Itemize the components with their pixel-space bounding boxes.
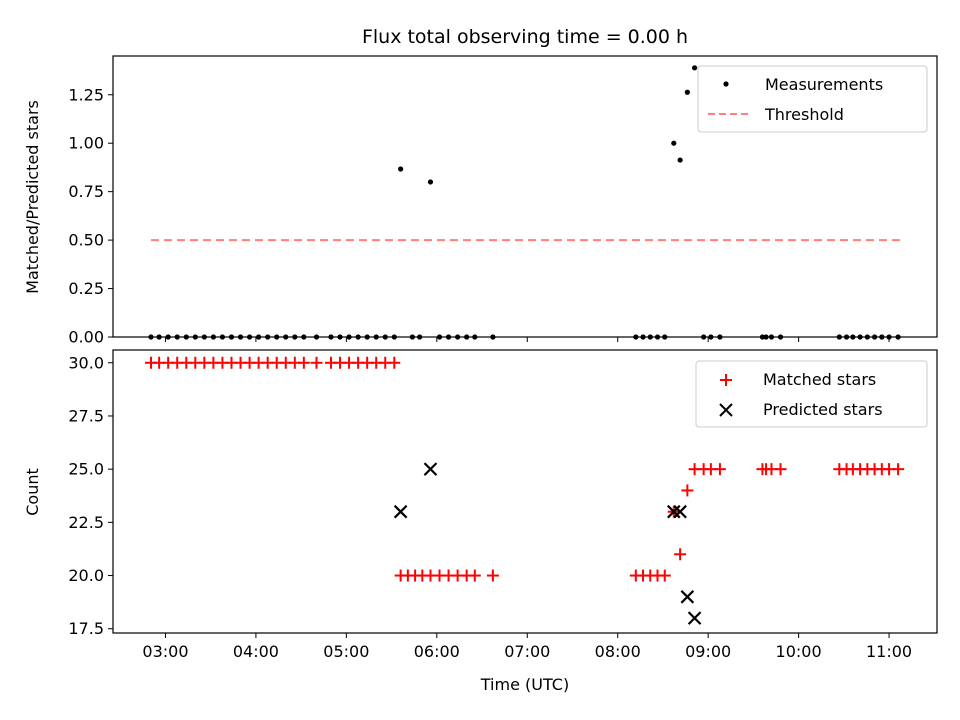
bottom-y-axis: 17.5 20.0 22.5 25.0 27.5 30.0: [68, 353, 113, 638]
bottom-y-tick-label: 30.0: [68, 353, 104, 372]
x-tick-label: 07:00: [504, 642, 550, 661]
top-legend: Measurements Threshold: [697, 65, 928, 133]
predicted-star-point: [667, 504, 681, 519]
legend-measurements-label: Measurements: [765, 75, 883, 94]
predicted-star-point: [680, 590, 695, 604]
predicted-star-stroke-b: [667, 504, 681, 519]
top-y-axis-label: Matched/Predicted stars: [23, 100, 42, 294]
top-y-tick-label: 1.00: [68, 134, 104, 153]
matched-star-point: [674, 548, 687, 561]
matched-star-point: [388, 356, 401, 369]
x-axis-label: Time (UTC): [480, 675, 569, 694]
legend-predicted-label: Predicted stars: [763, 400, 883, 419]
predicted-star-stroke-b: [393, 504, 408, 519]
bottom-axes-frame: [112, 349, 938, 634]
bottom-y-tick-label: 17.5: [68, 619, 104, 638]
x-tick-label: 11:00: [866, 642, 912, 661]
matched-star-point: [310, 356, 323, 369]
matched-star-point: [774, 463, 787, 476]
predicted-star-stroke-b: [673, 504, 687, 519]
measurement-point: [398, 166, 404, 172]
measurement-point: [677, 157, 683, 163]
bottom-legend: Matched stars Predicted stars: [695, 360, 928, 428]
top-y-tick-label: 1.25: [68, 85, 104, 104]
bottom-y-tick-label: 22.5: [68, 513, 104, 532]
legend-measurements-marker: [723, 81, 729, 87]
matched-star-point: [713, 463, 726, 476]
bottom-panel: Count Time (UTC) 17.5 20.0 22.5 25.0 27.5 30.…: [23, 349, 938, 694]
top-y-tick-label: 0.75: [68, 182, 104, 201]
top-y-tick-label: 0.25: [68, 279, 104, 298]
top-y-tick-label: 0.00: [68, 328, 104, 347]
x-tick-label: 06:00: [414, 642, 460, 661]
matched-star-point: [658, 569, 671, 582]
chart-title: Flux total observing time = 0.00 h: [362, 26, 688, 48]
bottom-x-axis: 03:00 04:00 05:00 06:00 07:00 08:00 09:00 10:00…: [142, 633, 912, 661]
bottom-y-tick-label: 25.0: [68, 460, 104, 479]
bottom-legend-box: [695, 360, 928, 428]
top-y-axis: 0.00 0.25 0.50 0.75 1.00 1.25: [68, 85, 113, 347]
matched-star-point: [892, 463, 905, 476]
x-tick-label: 05:00: [323, 642, 369, 661]
matched-star-point: [468, 569, 481, 582]
legend-matched-marker: [720, 374, 732, 386]
legend-matched-label: Matched stars: [763, 370, 876, 389]
predicted-star-stroke-b: [687, 611, 702, 625]
measurement-point: [671, 140, 677, 146]
top-x-axis: [164, 337, 890, 342]
bottom-y-tick-label: 27.5: [68, 406, 104, 425]
matched-star-point: [297, 356, 310, 369]
top-legend-box: [697, 65, 928, 133]
x-tick-label: 10:00: [776, 642, 822, 661]
matched-star-point: [681, 484, 694, 497]
measurement-point: [691, 65, 698, 71]
matched-star-point: [486, 569, 499, 582]
bottom-y-axis-label: Count: [23, 468, 42, 516]
x-tick-label: 03:00: [142, 642, 188, 661]
legend-predicted-marker: [719, 403, 733, 417]
top-axes-frame: [112, 55, 938, 338]
predicted-star-point: [687, 611, 702, 625]
predicted-star-point: [673, 504, 687, 519]
predicted-star-point: [393, 504, 408, 519]
measurement-point: [427, 179, 434, 185]
measurement-point: [684, 89, 690, 95]
x-tick-label: 09:00: [685, 642, 731, 661]
bottom-plot-area: [144, 356, 905, 625]
bottom-y-tick-label: 20.0: [68, 566, 104, 585]
x-tick-label: 08:00: [595, 642, 641, 661]
top-panel: Flux total observing time = 0.00 h Match…: [23, 26, 938, 347]
top-y-tick-label: 0.50: [68, 231, 104, 250]
predicted-star-point: [423, 462, 438, 476]
predicted-star-stroke-b: [680, 590, 695, 604]
x-tick-label: 04:00: [233, 642, 279, 661]
legend-threshold-label: Threshold: [764, 105, 844, 124]
predicted-star-stroke-b: [423, 462, 438, 476]
